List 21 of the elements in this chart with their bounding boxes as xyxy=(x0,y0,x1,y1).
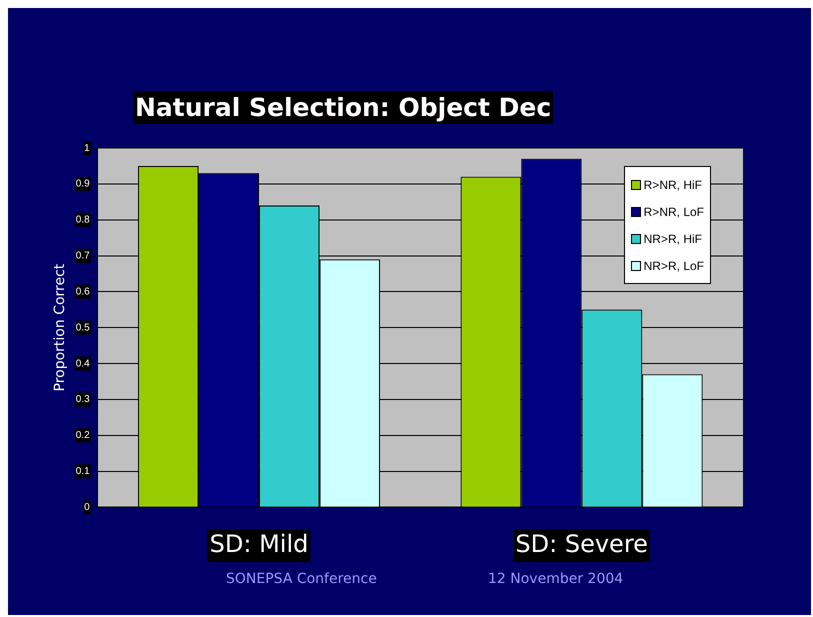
y-tick-label: 0.8 xyxy=(76,214,90,226)
y-tick-label: 0.2 xyxy=(76,430,90,442)
chart-title: Natural Selection: Object Dec xyxy=(133,91,554,124)
legend-label: NR>R, LoF xyxy=(644,258,704,272)
x-tick-label: SD: Mild xyxy=(210,530,308,558)
y-tick-label: 0.3 xyxy=(76,394,90,406)
text: 12 November 2004 xyxy=(488,571,624,587)
legend-label: NR>R, HiF xyxy=(644,232,702,246)
y-tick-label: 0.7 xyxy=(76,250,90,262)
y-tick-label: 0 xyxy=(84,502,90,513)
y-tick-label: 0.6 xyxy=(76,286,90,298)
y-tick-label: 0.4 xyxy=(76,358,90,370)
text: SONEPSA Conference xyxy=(226,571,377,587)
legend-label: R>NR, HiF xyxy=(644,178,702,192)
y-tick-label: 0.9 xyxy=(76,178,90,190)
legend-label: R>NR, LoF xyxy=(644,204,704,218)
y-tick-label: 1 xyxy=(84,142,90,154)
x-tick-label: SD: Severe xyxy=(515,530,648,558)
y-tick-label: 0.1 xyxy=(76,466,90,478)
y-tick-label: 0.5 xyxy=(76,322,90,334)
y-axis-title: Proportion Correct xyxy=(52,263,68,392)
